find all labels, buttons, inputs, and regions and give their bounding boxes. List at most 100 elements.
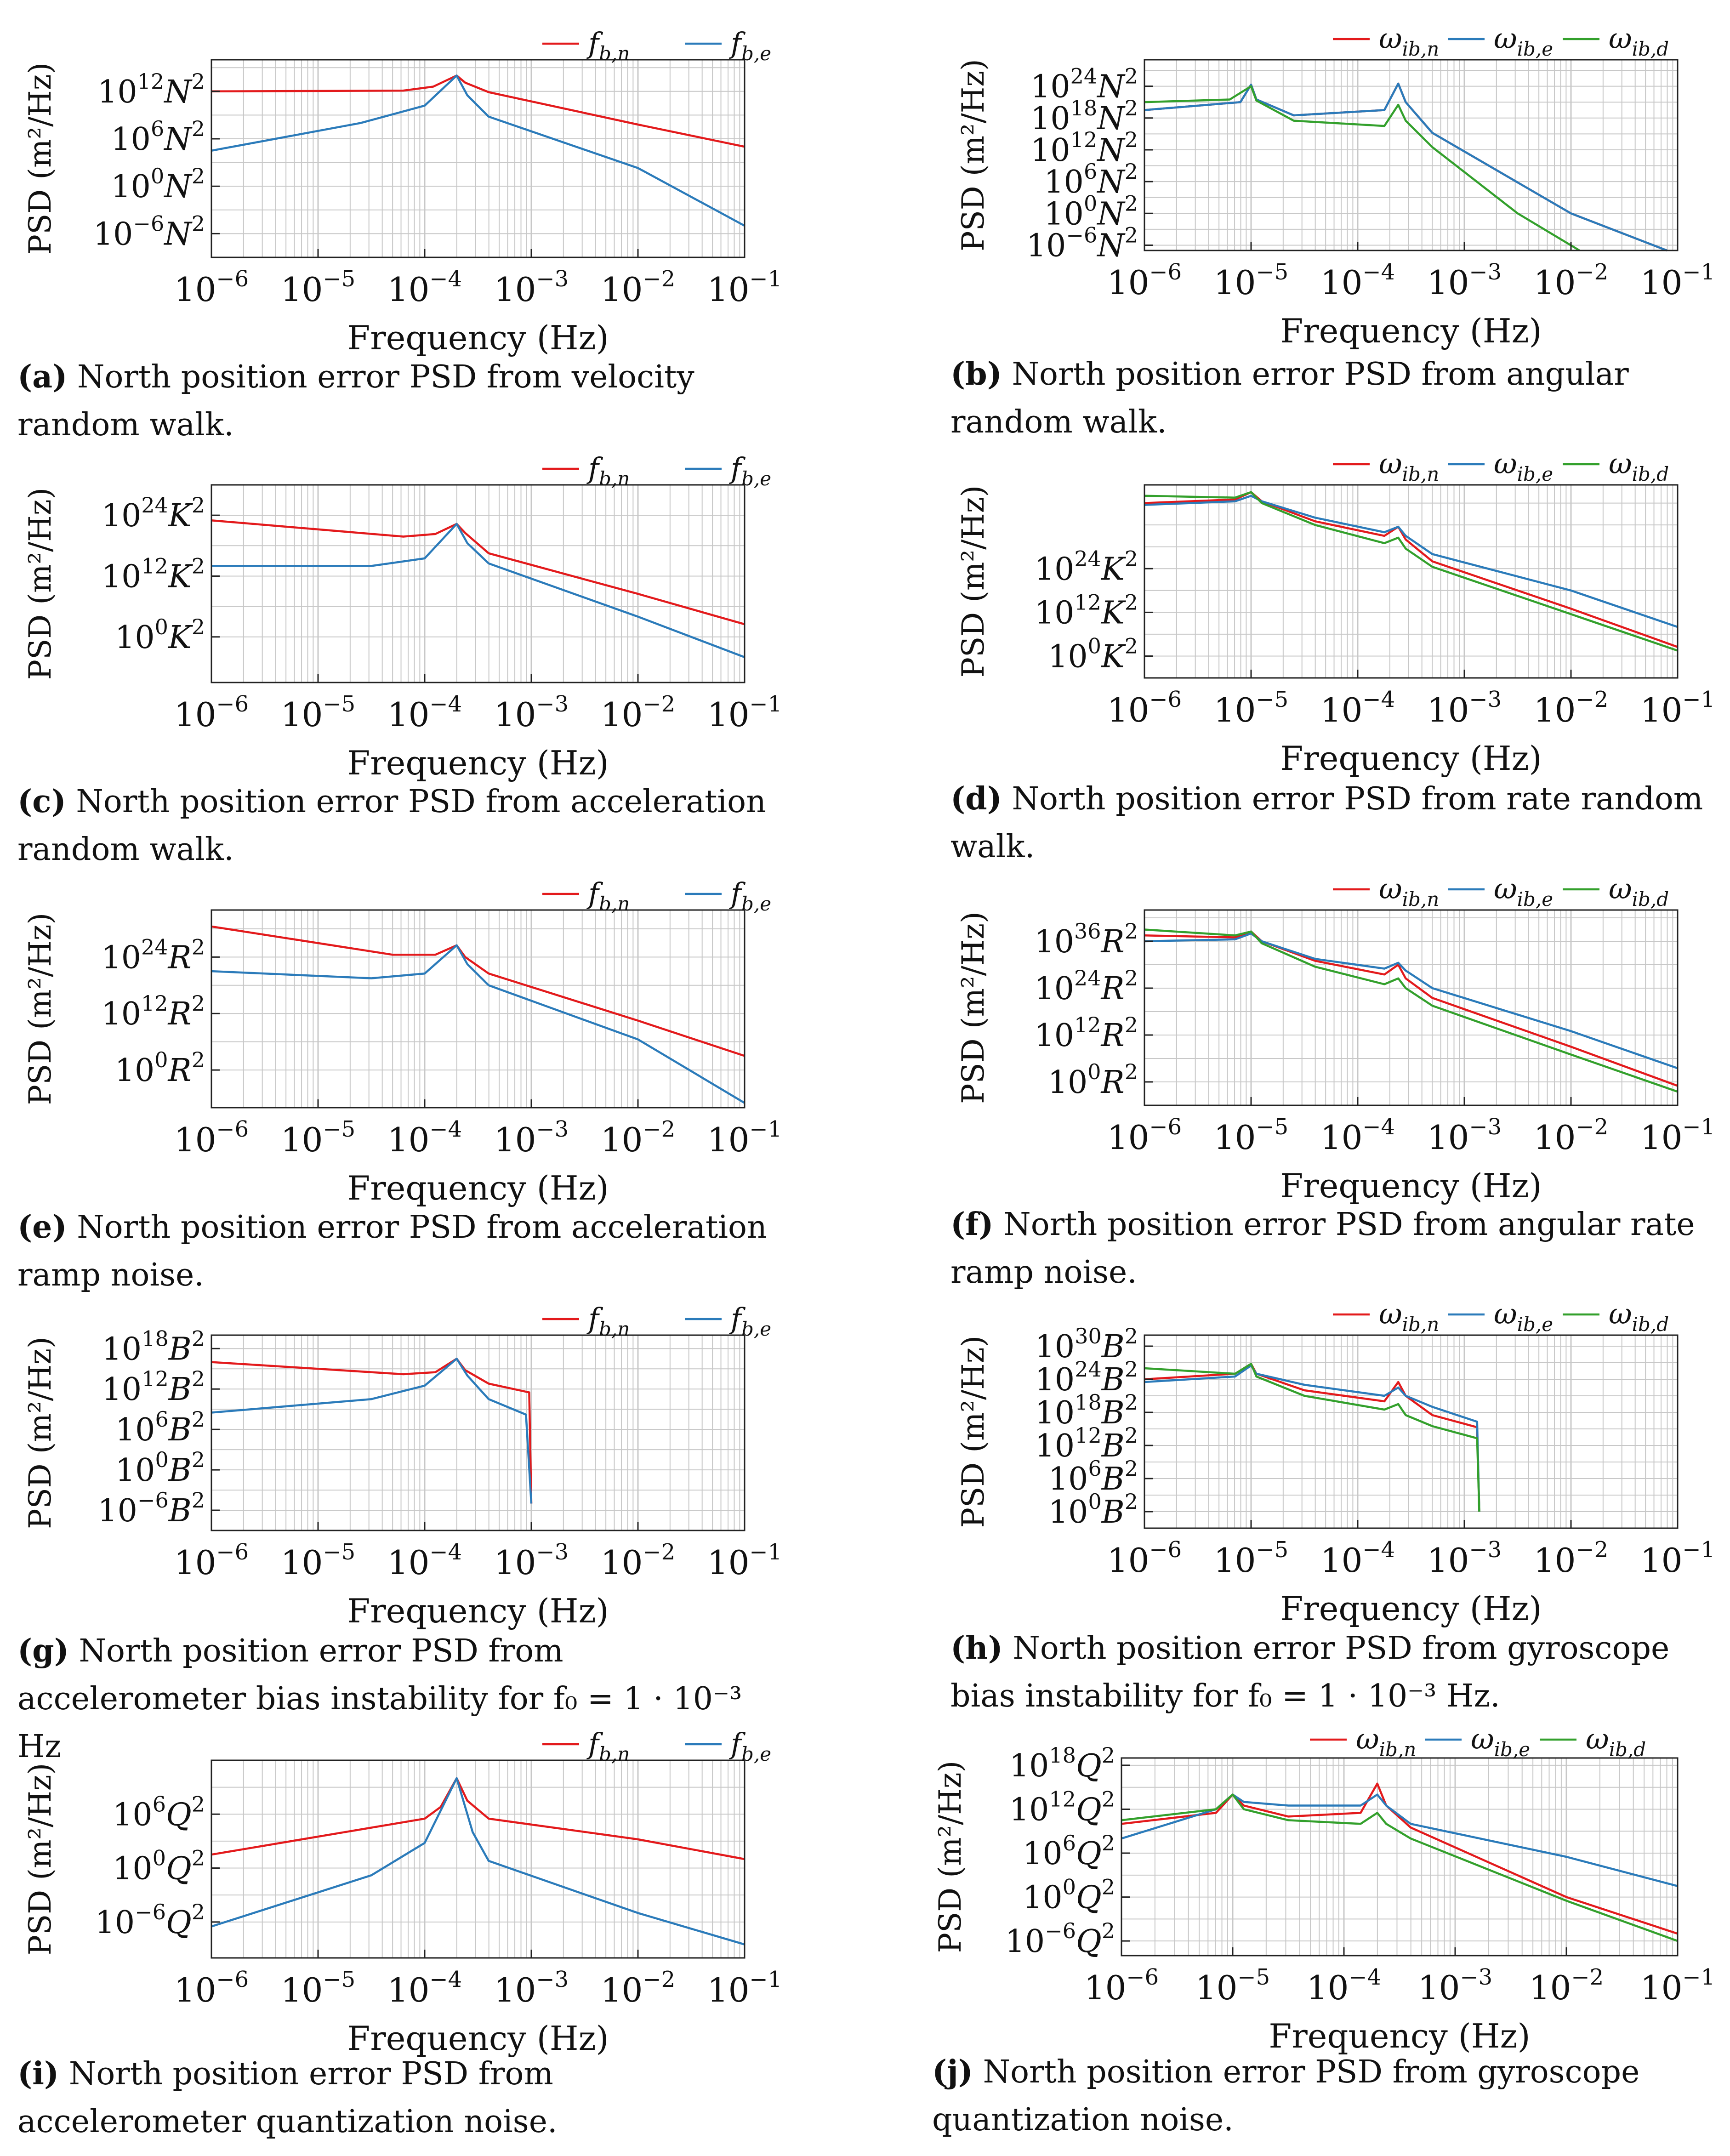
x-tick-label: 10−5 bbox=[1214, 1537, 1288, 1580]
x-tick-label: 10−1 bbox=[707, 1116, 782, 1159]
x-axis-label: Frequency (Hz) bbox=[347, 744, 609, 782]
legend-entry: ωib,n bbox=[1356, 1722, 1416, 1761]
caption-a: (a) North position error PSD from veloci… bbox=[17, 353, 780, 449]
plot-area bbox=[211, 1760, 745, 1958]
legend: fb,n fb,e bbox=[542, 26, 771, 65]
x-tick-label: 10−3 bbox=[1427, 687, 1502, 729]
x-tick-label: 10−5 bbox=[281, 266, 355, 309]
legend-entry: ωib,d bbox=[1586, 1722, 1646, 1761]
y-tick-label: 1024K2 bbox=[102, 493, 205, 534]
legend: ωib,n ωib,e ωib,d bbox=[1333, 447, 1669, 485]
legend: ωib,n ωib,e ωib,d bbox=[1333, 1297, 1669, 1336]
series-f-b-e bbox=[211, 1358, 533, 1504]
grid bbox=[211, 910, 745, 1108]
x-tick-label: 10−6 bbox=[1107, 259, 1182, 302]
y-tick-label: 1012N2 bbox=[97, 69, 205, 110]
series-f-b-n bbox=[211, 1777, 745, 1860]
grid bbox=[211, 1760, 745, 1958]
x-tick-label: 10−5 bbox=[1214, 259, 1288, 302]
chart-b: 10−6 10−5 10−4 10−3 10−2 10−1 10−6N2100N2106N2… bbox=[956, 22, 1715, 350]
caption-g-letter: (g) bbox=[17, 1633, 69, 1669]
grid bbox=[1144, 1335, 1678, 1528]
x-tick-label: 10−1 bbox=[707, 1539, 782, 1582]
y-tick-label: 100K2 bbox=[1048, 633, 1138, 675]
caption-c: (c) North position error PSD from accele… bbox=[17, 778, 780, 874]
x-tick-label: 10−3 bbox=[1427, 1537, 1502, 1580]
plot-area bbox=[1121, 1758, 1678, 1956]
legend-entry: fb,n bbox=[586, 451, 630, 490]
x-tick-label: 10−1 bbox=[707, 691, 782, 734]
y-axis-label: PSD (m²/Hz) bbox=[23, 488, 58, 680]
x-tick-label: 10−2 bbox=[601, 266, 675, 309]
x-tick-label: 10−6 bbox=[1107, 1114, 1182, 1157]
x-tick-label: 10−3 bbox=[1427, 1114, 1502, 1157]
x-tick-label: 10−1 bbox=[1640, 1964, 1715, 2007]
series---ib-d bbox=[1144, 1363, 1480, 1512]
x-axis-label: Frequency (Hz) bbox=[347, 1592, 609, 1630]
plot-area bbox=[1144, 485, 1678, 678]
y-tick-label: 1012K2 bbox=[1035, 590, 1138, 631]
x-tick-label: 10−5 bbox=[281, 1967, 355, 2009]
legend-entry: ωib,e bbox=[1494, 1297, 1553, 1336]
axes-frame bbox=[211, 1759, 745, 1959]
x-tick-label: 10−5 bbox=[281, 691, 355, 734]
series-f-b-n bbox=[211, 519, 745, 626]
x-axis-label: Frequency (Hz) bbox=[1269, 2017, 1530, 2055]
x-tick-label: 10−2 bbox=[1534, 687, 1608, 729]
legend-entry: ωib,d bbox=[1609, 1297, 1669, 1336]
chart-d: 10−6 10−5 10−4 10−3 10−2 10−1 100K21012K21024K… bbox=[956, 447, 1715, 778]
legend-entry: ωib,e bbox=[1494, 872, 1553, 910]
y-tick-label: 1012N2 bbox=[1030, 127, 1138, 169]
y-tick-label: 1018Q2 bbox=[1009, 1743, 1115, 1784]
y-tick-label: 106Q2 bbox=[113, 1792, 205, 1833]
legend-entry: ωib,n bbox=[1379, 1297, 1439, 1336]
plot-area bbox=[211, 60, 745, 257]
series-f-b-e bbox=[211, 523, 745, 659]
x-axis-label: Frequency (Hz) bbox=[1280, 312, 1542, 350]
x-tick-label: 10−6 bbox=[174, 1539, 249, 1582]
x-tick-label: 10−4 bbox=[1320, 259, 1395, 302]
caption-a-letter: (a) bbox=[17, 358, 68, 395]
caption-d: (d) North position error PSD from rate r… bbox=[950, 775, 1713, 871]
legend: fb,n fb,e bbox=[542, 876, 771, 915]
y-tick-label: 100B2 bbox=[115, 1447, 205, 1489]
caption-e: (e) North position error PSD from accele… bbox=[17, 1203, 780, 1299]
y-axis-label: PSD (m²/Hz) bbox=[23, 1763, 58, 1956]
y-tick-label: 1018N2 bbox=[1030, 96, 1138, 137]
caption-e-text: North position error PSD from accelerati… bbox=[17, 1209, 767, 1293]
x-tick-label: 10−3 bbox=[1427, 259, 1502, 302]
axes-frame bbox=[211, 59, 745, 258]
y-tick-label: 1024R2 bbox=[101, 934, 205, 976]
plot-area bbox=[211, 1335, 745, 1530]
x-tick-label: 10−5 bbox=[281, 1116, 355, 1159]
y-tick-label: 1024K2 bbox=[1035, 546, 1138, 587]
y-tick-label: 10−6N2 bbox=[1026, 222, 1138, 264]
y-tick-label: 1012R2 bbox=[1034, 1013, 1138, 1054]
y-tick-label: 1024B2 bbox=[1035, 1357, 1138, 1398]
axes-frame bbox=[1144, 1334, 1679, 1529]
series---ib-d bbox=[1144, 491, 1678, 652]
legend-entry: fb,e bbox=[729, 26, 771, 65]
y-tick-label: 100Q2 bbox=[1023, 1875, 1115, 1916]
y-axis-label: PSD (m²/Hz) bbox=[956, 59, 991, 251]
series-f-b-e bbox=[211, 1777, 745, 1946]
caption-c-letter: (c) bbox=[17, 783, 66, 820]
y-axis-label: PSD (m²/Hz) bbox=[933, 1761, 968, 1953]
y-tick-label: 100K2 bbox=[115, 614, 205, 656]
y-axis-label: PSD (m²/Hz) bbox=[23, 1337, 58, 1529]
caption-c-text: North position error PSD from accelerati… bbox=[17, 784, 766, 868]
y-tick-label: 10−6B2 bbox=[97, 1488, 205, 1529]
caption-i-text: North position error PSD from accelerome… bbox=[17, 2056, 558, 2140]
caption-j-text: North position error PSD from gyroscope … bbox=[932, 2054, 1640, 2138]
legend-entry: ωib,e bbox=[1494, 447, 1553, 485]
grid bbox=[1144, 910, 1678, 1105]
legend-entry: fb,n bbox=[586, 876, 630, 915]
x-axis-label: Frequency (Hz) bbox=[347, 2019, 609, 2058]
x-tick-label: 10−6 bbox=[1084, 1964, 1159, 2007]
legend-entry: ωib,d bbox=[1609, 447, 1669, 485]
grid bbox=[211, 60, 745, 257]
caption-d-text: North position error PSD from rate rando… bbox=[950, 781, 1703, 865]
y-tick-label: 100N2 bbox=[111, 164, 205, 205]
y-tick-label: 106N2 bbox=[111, 116, 205, 158]
legend: fb,n fb,e bbox=[542, 1302, 771, 1340]
